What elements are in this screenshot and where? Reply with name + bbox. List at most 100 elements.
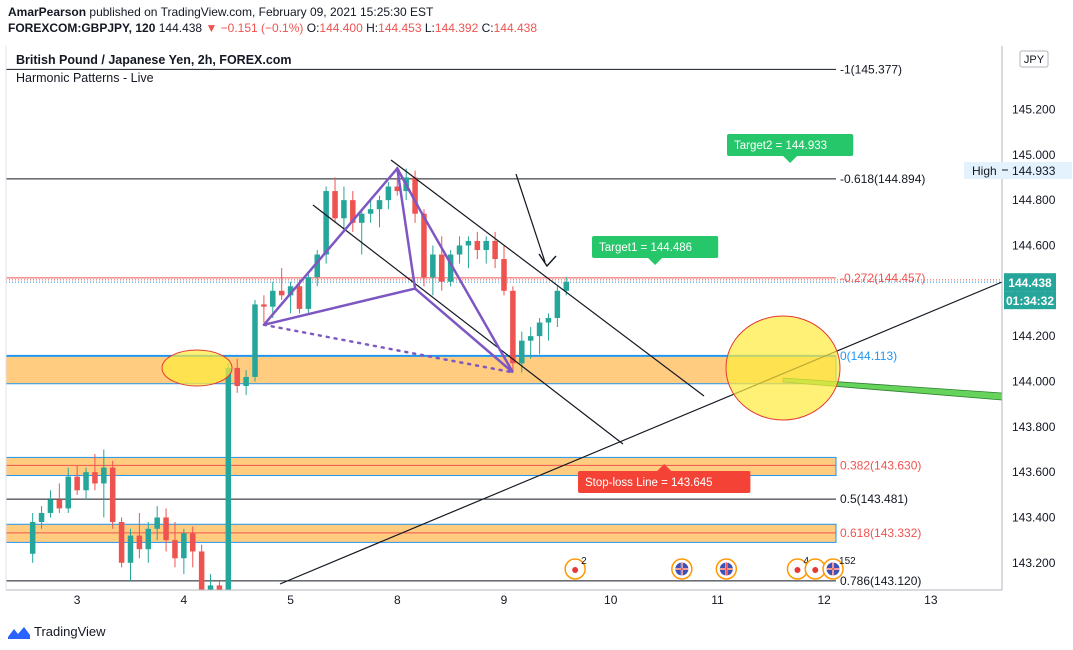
pattern-dotted-leg	[262, 323, 515, 374]
candle-body	[278, 290, 285, 296]
high-value: 144.453	[378, 21, 422, 35]
economic-event-flag-icon[interactable]: 152	[822, 556, 856, 580]
current-price-tag: 144.438 01:34:32	[1004, 273, 1056, 310]
x-axis-tick-label: 13	[924, 593, 938, 607]
event-count: 4	[803, 556, 809, 567]
high-price-label: High 144.933	[964, 161, 1072, 179]
pattern-leg	[263, 168, 417, 327]
countdown-text: 01:34:32	[1006, 294, 1054, 308]
candle-body	[216, 585, 223, 590]
arrow-line	[515, 173, 546, 263]
candle-body	[234, 367, 240, 386]
earnings-event-icon[interactable]	[804, 558, 826, 580]
candle-body	[92, 472, 98, 484]
economic-event-flag-icon[interactable]	[715, 558, 738, 580]
candle-body	[385, 186, 392, 201]
candle-body	[430, 254, 436, 278]
candle-body	[145, 528, 152, 550]
candle-body	[252, 304, 258, 377]
candle-body	[172, 540, 178, 559]
fib-level-label: 0(144.113)	[840, 349, 897, 363]
price-change: ▼ −0.151 (−0.1%)	[205, 21, 304, 35]
arrowhead	[538, 253, 557, 268]
economic-event-flag-icon[interactable]	[671, 558, 693, 580]
candle-body	[109, 467, 116, 522]
event-count: 2	[581, 556, 587, 567]
candle-body	[536, 322, 543, 337]
harmonic-pattern	[262, 166, 515, 374]
high-label: H:	[366, 21, 379, 35]
candle-body	[225, 367, 232, 590]
y-axis-tick-label: 144.200	[1012, 329, 1056, 343]
candle-body	[65, 476, 72, 509]
target-label-text: Target2 = 144.933	[734, 140, 827, 152]
high-label-text: High	[972, 164, 997, 178]
candle-body	[243, 376, 249, 386]
candle-body	[118, 522, 125, 563]
candle-body	[305, 277, 312, 309]
candle-body	[465, 240, 472, 246]
candle-body	[519, 340, 525, 364]
x-axis-tick-label: 8	[394, 593, 401, 607]
x-axis-tick-label: 3	[74, 593, 81, 607]
y-axis-tick-label: 143.600	[1012, 465, 1056, 479]
candle-body	[350, 200, 356, 223]
open-value: 144.400	[319, 21, 363, 35]
open-label: O:	[306, 21, 320, 35]
candle-body	[287, 286, 294, 296]
target-label-text: Stop-loss Line = 143.645	[585, 477, 713, 489]
last-price: 144.438	[158, 21, 203, 35]
candle-body	[83, 472, 89, 491]
publisher-name[interactable]: AmarPearson	[8, 5, 87, 19]
y-axis-tick-label: 145.000	[1012, 148, 1056, 162]
fib-level-label: -0.272(144.457)	[840, 271, 925, 285]
fib-level-label: 0.382(143.630)	[840, 458, 921, 472]
close-value: 144.438	[493, 21, 538, 35]
candle-body	[394, 186, 401, 192]
candle-body	[447, 254, 454, 282]
candle-body	[136, 535, 143, 550]
candle-body	[296, 286, 303, 309]
candle-body	[412, 177, 418, 214]
candle-body	[510, 290, 516, 364]
x-axis-tick-label: 5	[287, 593, 294, 607]
fib-level-label: 0.618(143.332)	[840, 526, 921, 540]
candle-body	[270, 290, 276, 307]
study-title[interactable]: Harmonic Patterns - Live	[16, 71, 154, 85]
publish-line: AmarPearson published on TradingView.com…	[8, 4, 537, 20]
candle-body	[563, 281, 570, 291]
candle-body	[207, 585, 214, 590]
supply-demand-zone	[6, 355, 837, 385]
chart-header: AmarPearson published on TradingView.com…	[8, 4, 537, 36]
trendline	[279, 281, 1002, 585]
candle-body	[474, 240, 481, 250]
fib-level-label: -1(145.377)	[840, 62, 902, 76]
x-axis-tick-label: 4	[181, 593, 188, 607]
candle-body	[181, 533, 187, 559]
candle-body	[314, 254, 321, 278]
candle-body	[554, 290, 561, 318]
footer-brand[interactable]: TradingView	[8, 624, 106, 639]
earnings-event-icon[interactable]: 2	[564, 556, 587, 580]
currency-text: JPY	[1024, 54, 1045, 66]
candle-body	[332, 191, 338, 219]
symbol: FOREXCOM:GBPJPY, 120	[8, 21, 156, 35]
candle-body	[376, 200, 383, 210]
candle-body	[527, 336, 534, 341]
candle-body	[29, 522, 36, 554]
trendline	[312, 204, 624, 445]
stop-loss-label: Stop-loss Line = 143.645	[578, 464, 751, 493]
candle-body	[163, 517, 169, 541]
fib-level-label: 0.786(143.120)	[840, 574, 921, 588]
candle-body	[492, 240, 498, 260]
candle-body	[323, 191, 329, 255]
y-axis-tick-label: 143.800	[1012, 420, 1056, 434]
tradingview-logo-icon	[8, 626, 30, 639]
currency-badge[interactable]: JPY	[1019, 50, 1049, 68]
candle-body	[47, 499, 54, 513]
chart-title: British Pound / Japanese Yen, 2h, FOREX.…	[16, 53, 292, 67]
candle-body	[341, 200, 347, 219]
candle-body	[101, 467, 107, 484]
target-label: Target1 = 144.486	[592, 236, 719, 265]
